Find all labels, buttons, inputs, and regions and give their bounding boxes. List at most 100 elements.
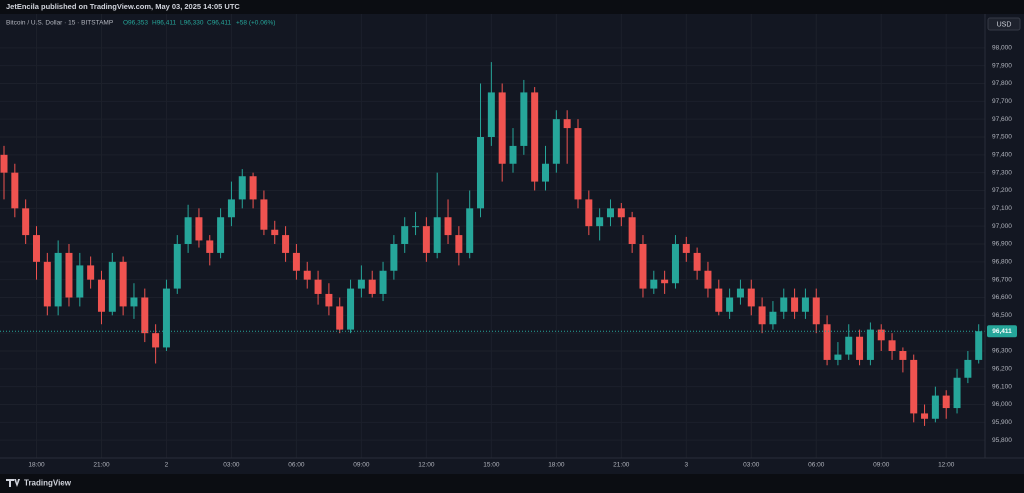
candle-body	[379, 270, 387, 294]
candle-body	[823, 324, 831, 360]
candle-body	[314, 279, 322, 294]
y-tick-label: 96,600	[992, 294, 1012, 301]
candle-body	[455, 235, 463, 253]
publisher-note: JetEncila published on TradingView.com, …	[6, 2, 240, 11]
candle-body	[899, 351, 907, 360]
ohlc-high: H96,411	[152, 20, 176, 27]
candle-body	[422, 226, 430, 253]
x-tick-label: 15:00	[483, 462, 500, 469]
candle-body	[975, 331, 983, 360]
y-tick-label: 96,900	[992, 241, 1012, 248]
candle-body	[693, 252, 701, 271]
x-tick-label: 18:00	[28, 462, 45, 469]
y-tick-label: 96,100	[992, 383, 1012, 390]
y-tick-label: 97,400	[992, 152, 1012, 159]
candle-body	[758, 306, 766, 325]
y-tick-label: 97,100	[992, 205, 1012, 212]
candle-body	[162, 288, 170, 348]
candle-body	[931, 395, 939, 419]
candle-body	[574, 128, 582, 200]
candle-body	[704, 270, 712, 289]
symbol-name: Bitcoin / U.S. Dollar · 15 · BITSTAMP	[6, 20, 113, 27]
x-tick-label: 03:00	[743, 462, 760, 469]
symbol-legend: Bitcoin / U.S. Dollar · 15 · BITSTAMP O9…	[6, 20, 275, 27]
candle-body	[801, 297, 809, 312]
candle-body	[856, 336, 864, 360]
last-price-tag	[987, 325, 1017, 338]
candle-body	[357, 279, 365, 289]
x-tick-label: 12:00	[938, 462, 955, 469]
candle-body	[845, 336, 853, 355]
candle-body	[563, 119, 571, 129]
candle-body	[953, 377, 961, 409]
candle-body	[921, 413, 929, 419]
candle-body	[715, 288, 723, 312]
candle-body	[206, 240, 214, 253]
candle-body	[217, 217, 225, 253]
currency-label[interactable]: USD	[997, 21, 1012, 28]
candle-body	[249, 176, 257, 200]
candle-body	[368, 279, 376, 294]
candle-body	[54, 252, 62, 307]
candle-body	[596, 217, 604, 227]
candle-body	[520, 92, 528, 146]
candle-body	[97, 279, 105, 312]
candle-body	[292, 252, 300, 271]
y-tick-label: 96,500	[992, 312, 1012, 319]
ohlc-close: C96,411	[207, 20, 231, 27]
currency-box[interactable]	[987, 17, 1021, 31]
candle-body	[412, 226, 420, 228]
ohlc-open: O96,353	[123, 20, 148, 27]
candle-body	[347, 288, 355, 330]
candle-body	[736, 288, 744, 298]
candle-body	[87, 265, 95, 280]
x-tick-label: 03:00	[223, 462, 240, 469]
candle-body	[238, 176, 246, 200]
candle-body	[184, 217, 192, 244]
y-tick-label: 97,000	[992, 223, 1012, 230]
candle-body	[401, 226, 409, 244]
candle-body	[11, 172, 19, 209]
candle-body	[552, 119, 560, 164]
candle-body	[606, 208, 614, 218]
candle-body	[726, 297, 734, 312]
candle-body	[542, 163, 549, 182]
x-tick-label: 06:00	[808, 462, 825, 469]
x-tick-label: 12:00	[418, 462, 435, 469]
candle-body	[303, 270, 311, 280]
candle-body	[964, 359, 972, 378]
candle-body	[866, 329, 874, 360]
candle-body	[888, 340, 896, 351]
candle-body	[444, 217, 452, 236]
y-tick-label: 97,800	[992, 80, 1012, 87]
x-tick-label: 09:00	[873, 462, 890, 469]
y-tick-label: 97,200	[992, 187, 1012, 194]
candle-body	[509, 145, 517, 164]
x-tick-label: 09:00	[353, 462, 370, 469]
candle-body	[628, 217, 636, 244]
y-tick-label: 96,700	[992, 276, 1012, 283]
candle-body	[791, 297, 799, 312]
plot-area	[0, 14, 985, 458]
candle-body	[682, 244, 690, 253]
x-tick-label: 06:00	[288, 462, 305, 469]
y-tick-label: 96,800	[992, 259, 1012, 266]
candle-body	[152, 333, 160, 348]
candle-body	[942, 395, 950, 409]
y-tick-label: 97,500	[992, 134, 1012, 141]
candle-body	[650, 279, 658, 289]
candle-body	[812, 297, 820, 325]
candle-body	[260, 199, 268, 230]
candle-body	[227, 199, 235, 218]
top-bar	[0, 0, 1024, 14]
candle-body	[769, 311, 777, 325]
candle-body	[639, 244, 647, 289]
candle-body	[43, 261, 51, 307]
candle-body	[0, 154, 8, 173]
candle-body	[433, 217, 441, 253]
y-tick-label: 97,300	[992, 169, 1012, 176]
candle-body	[32, 235, 40, 262]
candle-body	[487, 92, 495, 137]
candle-body	[877, 329, 885, 341]
